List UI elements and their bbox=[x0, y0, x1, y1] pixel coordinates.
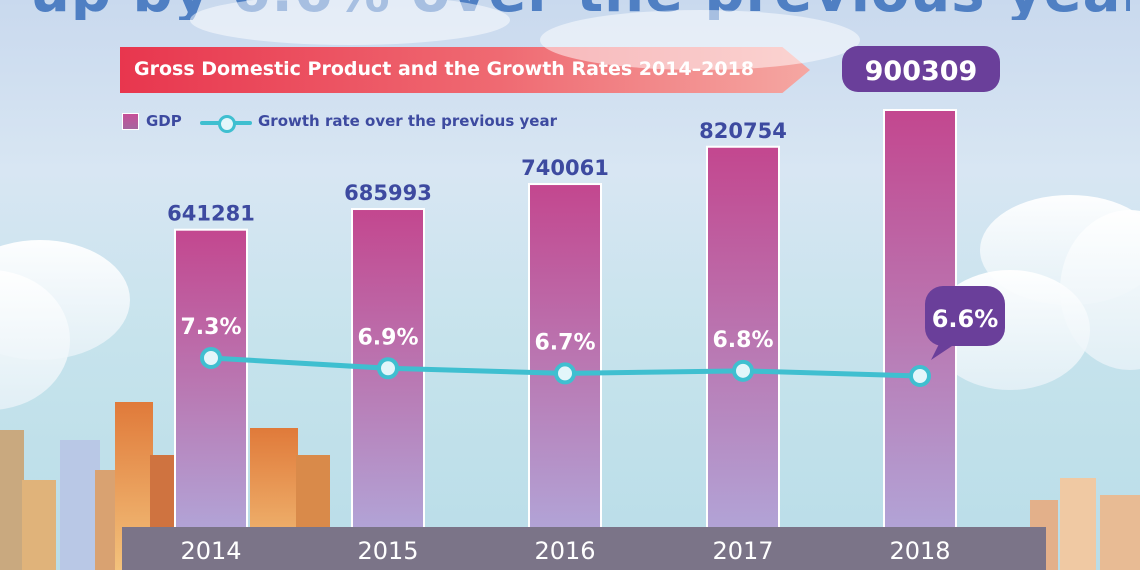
growth-rate-point bbox=[909, 365, 931, 387]
building bbox=[0, 430, 24, 570]
year-tick-label: 2015 bbox=[357, 537, 418, 565]
year-axis-strip bbox=[122, 527, 1046, 570]
growth-rate-point bbox=[200, 347, 222, 369]
growth-rate-point bbox=[732, 359, 754, 382]
growth-rate-label: 6.7% bbox=[534, 330, 595, 355]
building bbox=[60, 440, 100, 570]
gdp-bar bbox=[708, 147, 778, 528]
year-tick-label: 2017 bbox=[712, 537, 773, 565]
building bbox=[1060, 478, 1096, 570]
gdp-value-label: 900309 bbox=[865, 56, 978, 87]
cloud bbox=[190, 0, 510, 45]
legend-gdp-label: GDP bbox=[146, 112, 182, 130]
growth-callout-pointer bbox=[931, 344, 955, 360]
year-tick-label: 2014 bbox=[180, 537, 241, 565]
gdp-bar bbox=[530, 185, 600, 527]
cloud bbox=[540, 10, 860, 70]
building bbox=[1100, 495, 1140, 570]
building bbox=[22, 480, 56, 570]
growth-rate-label: 7.3% bbox=[180, 315, 241, 340]
chart-title: Gross Domestic Product and the Growth Ra… bbox=[134, 58, 755, 80]
legend-growth-label: Growth rate over the previous year bbox=[258, 112, 557, 130]
gdp-value-label: 740061 bbox=[521, 156, 609, 180]
growth-rate-label: 6.8% bbox=[712, 328, 773, 353]
gdp-highlight-badge bbox=[842, 46, 1000, 92]
legend-gdp-swatch bbox=[122, 113, 139, 130]
cloud bbox=[0, 270, 70, 410]
growth-rate-label: 6.6% bbox=[932, 305, 999, 333]
gdp-value-label: 820754 bbox=[699, 119, 787, 143]
growth-callout-bubble bbox=[925, 286, 1005, 346]
gdp-value-label: 685993 bbox=[344, 181, 432, 205]
gdp-value-label: 641281 bbox=[167, 202, 255, 226]
growth-rate-label: 6.9% bbox=[357, 325, 418, 350]
growth-rate-point bbox=[377, 357, 399, 380]
growth-rate-point bbox=[554, 362, 576, 385]
legend-growth-marker bbox=[218, 115, 236, 133]
gdp-bar bbox=[176, 230, 246, 527]
year-tick-label: 2016 bbox=[534, 537, 595, 565]
year-tick-label: 2018 bbox=[889, 537, 950, 565]
